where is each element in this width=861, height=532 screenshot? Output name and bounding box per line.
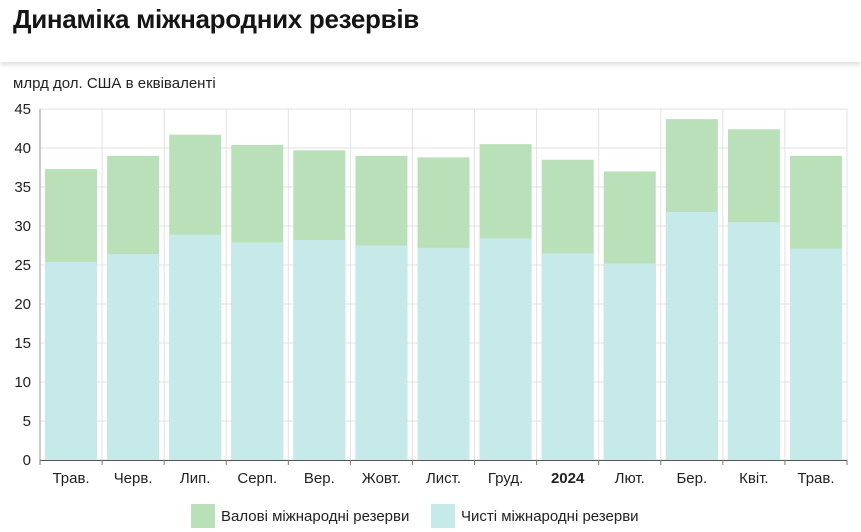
y-tick-label: 25 [14, 257, 31, 274]
bar-net-reserves [665, 211, 718, 460]
x-tick-label: Груд. [488, 470, 523, 487]
bar-net-reserves [541, 253, 594, 460]
bar-net-reserves [169, 234, 222, 460]
legend-label-net: Чисті міжнародні резерви [461, 507, 639, 525]
bar-net-reserves [107, 254, 160, 460]
x-tick-label: Лист. [426, 470, 461, 487]
bar-net-reserves [231, 242, 284, 460]
x-tick-label: Лют. [615, 470, 645, 487]
x-tick-label: Трав. [52, 470, 89, 487]
y-tick-label: 30 [14, 218, 31, 235]
y-tick-label: 5 [23, 413, 31, 430]
x-tick-label: Вер. [304, 470, 335, 487]
y-tick-label: 40 [14, 140, 31, 157]
bar-net-reserves [727, 222, 780, 460]
x-tick-label: 2024 [551, 470, 585, 487]
bar-net-reserves [479, 238, 532, 460]
chart-title: Динаміка міжнародних резервів [13, 4, 419, 34]
legend-swatch-net [431, 504, 455, 528]
y-tick-label: 35 [14, 179, 31, 196]
header-bar: Динаміка міжнародних резервів [0, 0, 861, 62]
y-tick-label: 15 [14, 335, 31, 352]
x-tick-label: Трав. [797, 470, 834, 487]
chart-plot: 0 5 10 15 20 25 30 35 40 45 Трав. Черв. Лип. Серп. Вер… [14, 101, 848, 487]
x-tick-label: Серп. [237, 470, 277, 487]
legend: Валові міжнародні резерви Чисті міжнарод… [0, 503, 861, 529]
legend-item-gross[interactable]: Валові міжнародні резерви [191, 503, 409, 529]
legend-item-net[interactable]: Чисті міжнародні резерви [431, 503, 639, 529]
x-tick-label: Жовт. [362, 470, 401, 487]
bar-net-reserves [603, 263, 656, 460]
y-tick-label: 10 [14, 374, 31, 391]
unit-label: млрд дол. США в еквіваленті [13, 75, 216, 92]
bar-net-reserves [789, 248, 842, 460]
bar-net-reserves [293, 240, 346, 460]
bar-net-reserves [355, 245, 408, 460]
x-tick-label: Квіт. [739, 470, 768, 487]
y-tick-label: 20 [14, 296, 31, 313]
x-tick-label: Черв. [114, 470, 153, 487]
legend-swatch-gross [191, 504, 215, 528]
x-tick-label: Бер. [676, 470, 707, 487]
y-tick-label: 45 [14, 101, 31, 118]
x-tick-label: Лип. [180, 470, 211, 487]
legend-label-gross: Валові міжнародні резерви [221, 507, 410, 525]
bar-net-reserves [45, 261, 98, 460]
bar-net-reserves [417, 247, 470, 460]
y-tick-label: 0 [23, 452, 31, 469]
